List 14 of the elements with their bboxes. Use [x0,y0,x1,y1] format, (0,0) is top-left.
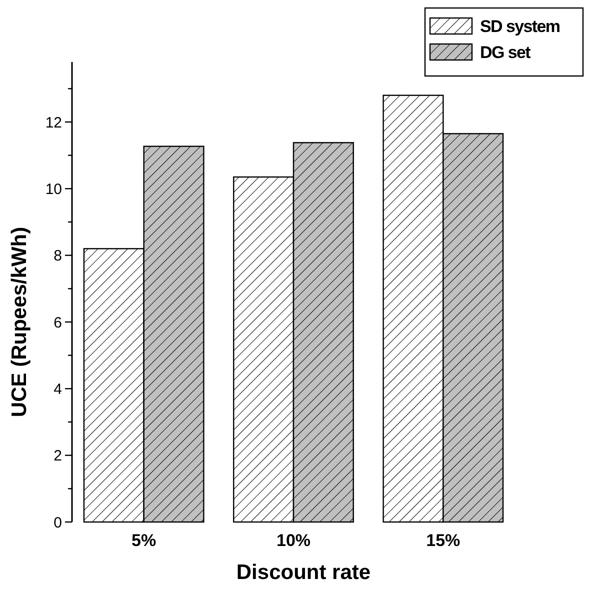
x-tick-label: 5% [132,531,156,550]
y-tick-label: 6 [54,314,62,332]
y-tick-label: 12 [45,114,62,132]
x-tick-label: 10% [276,531,311,550]
y-tick-label: 2 [54,448,62,465]
y-axis-title: UCE (Rupees/kWh) [8,226,31,418]
y-tick-label: 10 [45,180,62,198]
y-tick-label: 8 [54,248,62,265]
legend-label: DG set [480,42,532,62]
y-tick-label: 0 [54,514,62,532]
y-tick-label: 4 [54,380,62,398]
text: SD system [480,16,560,36]
x-axis-title: Discount rate [236,561,371,584]
x-tick-label: 15% [426,531,460,550]
